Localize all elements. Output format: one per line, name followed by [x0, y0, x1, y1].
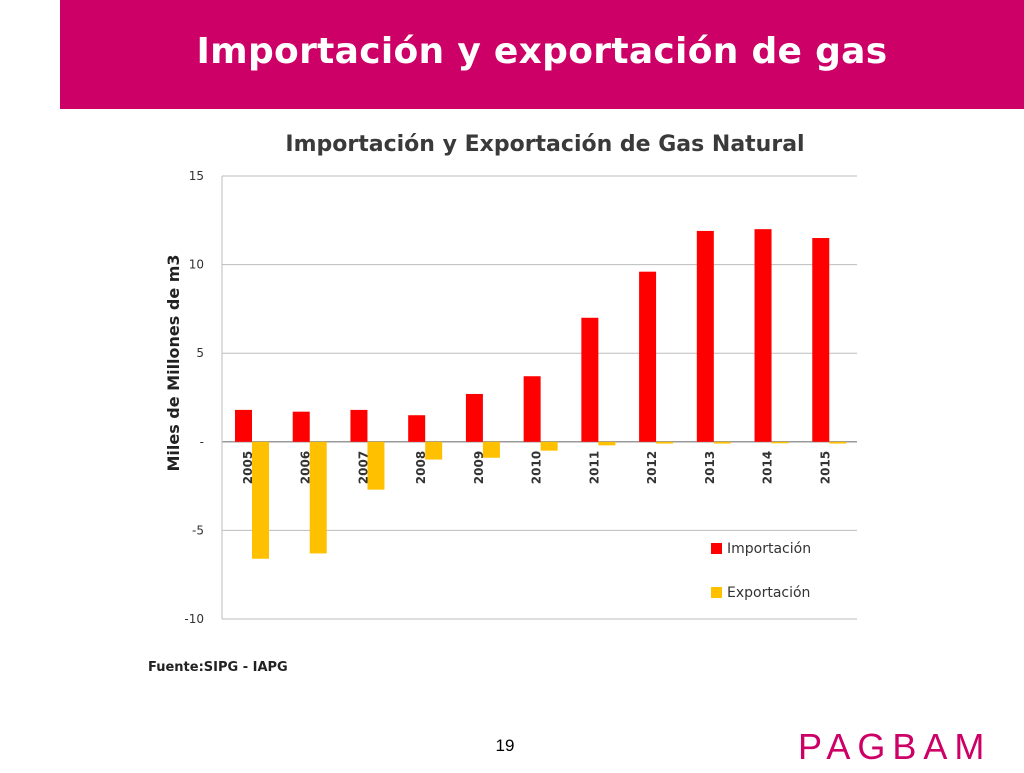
legend-label: Importación [727, 541, 811, 557]
x-tick-label: 2012 [645, 451, 659, 484]
bar-importacion [350, 409, 368, 442]
source-note: Fuente:SIPG - IAPG [148, 660, 288, 675]
bar-importacion [754, 229, 772, 442]
y-axis-label: Miles de Millones de m3 [164, 254, 183, 471]
y-tick-labels: 15 10 5 - -5 -10 [184, 169, 204, 626]
x-tick-label: 2011 [587, 451, 601, 484]
bar-importacion [639, 271, 657, 442]
bar-importacion [235, 409, 252, 442]
y-tick-label: 5 [196, 346, 204, 360]
y-tick-label: 15 [189, 169, 204, 183]
page-number: 19 [495, 736, 515, 755]
title-banner: Importación y exportación de gas [60, 0, 1024, 109]
bar-exportacion [771, 441, 789, 444]
bar-exportacion [656, 441, 674, 444]
legend-swatch [711, 587, 722, 598]
bar-exportacion [713, 441, 731, 444]
y-tick-label: -10 [184, 612, 204, 626]
bar-importacion [696, 230, 714, 442]
bar-exportacion [829, 441, 847, 444]
bar-importacion [408, 415, 426, 442]
x-tick-label: 2008 [414, 451, 428, 484]
slide-title: Importación y exportación de gas [196, 31, 888, 72]
legend-swatch [711, 543, 722, 554]
y-tick-label: -5 [192, 523, 204, 537]
legend: Importación Exportación [711, 541, 811, 601]
y-tick-label: - [200, 435, 204, 449]
bar-exportacion [425, 441, 443, 460]
bar-importacion [812, 238, 830, 442]
bar-exportacion [252, 441, 269, 559]
legend-label: Exportación [727, 585, 810, 601]
x-tick-label: 2006 [299, 451, 313, 484]
brand-logo: PAGBAM [798, 726, 992, 767]
x-tick-labels: 2005 2006 2007 2008 2009 2010 2011 2012 2013 2014… [241, 451, 832, 484]
bar-exportacion [598, 441, 616, 446]
y-tick-label: 10 [189, 258, 204, 272]
x-tick-label: 2010 [530, 451, 544, 484]
x-tick-label: 2013 [703, 451, 717, 484]
bar-importacion [523, 376, 541, 442]
bar-exportacion [367, 441, 385, 490]
bar-exportacion [540, 441, 558, 451]
x-tick-label: 2007 [356, 451, 370, 484]
x-tick-label: 2014 [761, 451, 775, 484]
chart-title: Importación y Exportación de Gas Natural [285, 132, 804, 157]
bar-importacion [465, 393, 483, 442]
bar-exportacion [482, 441, 500, 458]
x-tick-label: 2015 [818, 451, 832, 484]
bar-exportacion [309, 441, 327, 554]
x-tick-label: 2009 [472, 451, 486, 484]
bars [235, 229, 847, 559]
bar-importacion [581, 317, 599, 442]
x-tick-label: 2005 [241, 451, 255, 484]
gridlines [221, 175, 857, 620]
bar-importacion [292, 411, 310, 442]
